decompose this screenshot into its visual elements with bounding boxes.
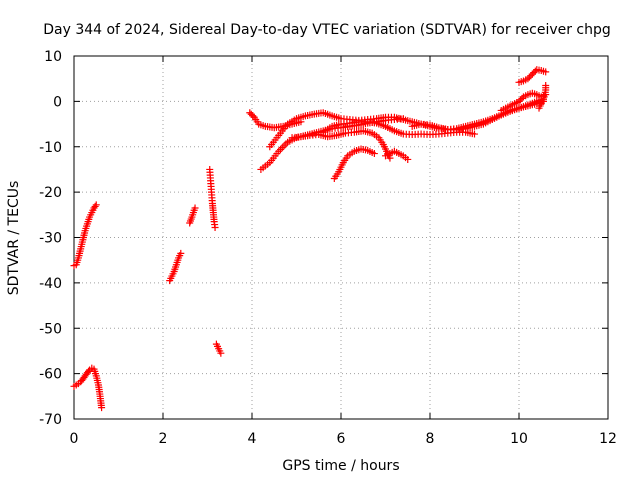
- data-point: [177, 249, 185, 257]
- data-point: [518, 94, 526, 102]
- data-point: [471, 130, 478, 138]
- data-point: [516, 96, 524, 104]
- y-tick-label: -20: [39, 185, 62, 201]
- x-tick-label: 10: [510, 431, 528, 447]
- chart-title: Day 344 of 2024, Sidereal Day-to-day VTE…: [43, 22, 611, 38]
- data-point: [247, 110, 255, 118]
- data-point: [249, 112, 257, 120]
- data-point: [524, 75, 532, 83]
- y-tick-label: -40: [39, 276, 62, 292]
- data-point: [528, 70, 536, 78]
- x-tick-label: 4: [248, 431, 257, 447]
- data-point: [246, 109, 254, 117]
- data-point: [280, 142, 288, 150]
- data-point: [84, 367, 92, 375]
- data-point: [211, 224, 219, 232]
- x-tick-label: 12: [599, 431, 617, 447]
- data-point: [527, 72, 535, 80]
- data-point: [98, 404, 106, 412]
- x-tick-label: 2: [159, 431, 168, 447]
- y-tick-label: -70: [39, 412, 62, 428]
- x-tick-label: 0: [70, 431, 79, 447]
- x-axis-label: GPS time / hours: [282, 458, 399, 474]
- y-tick-label: -30: [39, 231, 62, 247]
- data-point: [217, 349, 225, 357]
- x-tick-label: 8: [426, 431, 435, 447]
- data-point: [531, 67, 539, 75]
- grid: [74, 56, 608, 419]
- data-points: [70, 66, 550, 412]
- axis-ticks: 0 2 4 6 8 10 12 -70 -60 -50 -40 -30 -20 -10 0 10: [39, 49, 617, 447]
- y-tick-label: -60: [39, 367, 62, 383]
- data-point: [525, 73, 533, 81]
- y-tick-label: -50: [39, 321, 62, 337]
- y-tick-label: -10: [39, 140, 62, 156]
- data-point: [542, 68, 550, 76]
- data-point: [515, 97, 523, 105]
- y-axis-label: SDTVAR / TECUs: [6, 181, 22, 296]
- data-point: [530, 69, 538, 77]
- y-tick-label: 10: [44, 49, 62, 65]
- data-point: [91, 202, 99, 210]
- y-tick-label: 0: [53, 94, 62, 110]
- data-point: [278, 144, 286, 152]
- data-point: [370, 150, 378, 158]
- data-point: [191, 204, 199, 212]
- data-point: [542, 81, 550, 89]
- data-point: [92, 201, 100, 209]
- data-point: [404, 155, 412, 163]
- x-tick-label: 6: [337, 431, 346, 447]
